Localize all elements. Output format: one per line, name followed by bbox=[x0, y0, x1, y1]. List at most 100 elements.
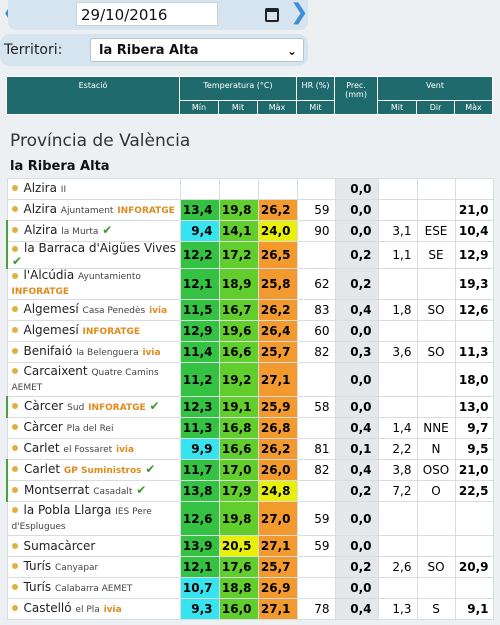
station-name[interactable]: Alzira bbox=[23, 180, 57, 195]
chevron-right-icon[interactable]: ❯ bbox=[290, 0, 309, 25]
station-cell[interactable]: l'Alcúdia Ayuntamiento INFORATGE bbox=[6, 268, 181, 300]
wind-dir-cell: S bbox=[416, 598, 456, 620]
temp-max-cell: 26,4 bbox=[257, 320, 298, 342]
station-name[interactable]: la Pobla Llarga bbox=[23, 502, 112, 517]
status-dot-icon bbox=[11, 306, 18, 312]
station-cell[interactable]: Sumacàrcer bbox=[6, 535, 181, 557]
table-row[interactable]: Alzira la Murta ✔ 9,4 14,1 24,0 90 0,0 3,1 ESE 1… bbox=[6, 220, 494, 242]
wind-mit-cell bbox=[377, 577, 418, 599]
station-brand: INFORATGE bbox=[88, 402, 146, 413]
table-row[interactable]: Castelló el Pla ivia 9,3 16,0 27,1 78 0,4 1,3 S… bbox=[6, 598, 494, 620]
station-name[interactable]: Alzira bbox=[24, 222, 58, 237]
table-row[interactable]: Turís Canyapar 12,1 17,6 25,7 0,2 2,6 SO 20,9 bbox=[6, 556, 494, 578]
station-cell[interactable]: Carcaixent Quatre Camins AEMET bbox=[6, 362, 181, 397]
station-cell[interactable]: Carlet GP Suministros ✔ bbox=[6, 459, 181, 481]
table-row[interactable]: Algemesí Casa Penedès ivia 11,5 16,7 26,2 83… bbox=[6, 299, 494, 321]
prec-cell: 0,3 bbox=[334, 341, 379, 363]
station-cell[interactable]: Montserrat Casadalt ✔ bbox=[6, 480, 181, 502]
territori-select[interactable]: la Ribera Alta ⌄ bbox=[90, 38, 304, 62]
wind-mit-cell: 1,3 bbox=[377, 598, 418, 620]
station-name[interactable]: Turís bbox=[23, 558, 52, 573]
station-cell[interactable]: la Pobla Llarga IES Pere d'Esplugues bbox=[6, 501, 181, 536]
header-vent: Vent bbox=[377, 76, 494, 101]
stations-table: Alzira II 0,0 Alzira Ajuntament INFORATGE 1… bbox=[6, 178, 494, 620]
wind-mit-cell bbox=[377, 535, 418, 557]
prec-cell: 0,0 bbox=[334, 178, 379, 200]
station-cell[interactable]: Algemesí INFORATGE bbox=[6, 320, 181, 342]
station-name[interactable]: Carcaixent bbox=[23, 363, 88, 378]
station-cell[interactable]: la Barraca d'Aigües Vives ✔ bbox=[6, 241, 181, 269]
station-cell[interactable]: Castelló el Pla ivia bbox=[6, 598, 181, 620]
table-row[interactable]: Algemesí INFORATGE 12,9 19,6 26,4 60 0,0 bbox=[6, 320, 494, 342]
station-name[interactable]: la Barraca d'Aigües Vives bbox=[24, 241, 177, 255]
station-cell[interactable]: Càrcer Pla del Rei bbox=[6, 417, 181, 439]
header-temp-max: Màx bbox=[256, 100, 298, 115]
hr-cell: 59 bbox=[296, 199, 336, 221]
station-name[interactable]: Castelló bbox=[23, 600, 72, 615]
table-row[interactable]: Montserrat Casadalt ✔ 13,8 17,9 24,8 0,2 7,2 O… bbox=[6, 480, 494, 502]
station-cell[interactable]: Turís Calabarra AEMET bbox=[6, 577, 181, 599]
station-subname: Calabarra AEMET bbox=[54, 583, 133, 594]
station-cell[interactable]: Algemesí Casa Penedès ivia bbox=[6, 299, 181, 321]
station-cell[interactable]: Alzira II bbox=[6, 178, 181, 200]
table-row[interactable]: l'Alcúdia Ayuntamiento INFORATGE 12,1 18,9… bbox=[6, 268, 494, 300]
table-row[interactable]: Carlet el Fossaret ivia 9,9 16,6 26,2 81 0,1 2… bbox=[6, 438, 494, 460]
temp-max-cell: 26,9 bbox=[257, 577, 298, 599]
prec-cell: 0,0 bbox=[334, 362, 379, 397]
station-cell[interactable]: Alzira Ajuntament INFORATGE bbox=[6, 199, 181, 221]
table-row[interactable]: Alzira Ajuntament INFORATGE 13,4 19,8 26,2 5… bbox=[6, 199, 494, 221]
station-cell[interactable]: Càrcer Sud INFORATGE ✔ bbox=[6, 396, 181, 418]
status-dot-icon bbox=[11, 424, 18, 430]
temp-max-cell: 27,0 bbox=[257, 501, 298, 536]
table-row[interactable]: la Barraca d'Aigües Vives ✔ 12,2 17,2 26,5 0… bbox=[6, 241, 494, 269]
hr-cell: 81 bbox=[296, 438, 336, 460]
station-name[interactable]: Càrcer bbox=[24, 398, 64, 413]
station-name[interactable]: Montserrat bbox=[24, 482, 90, 497]
table-row[interactable]: Càrcer Pla del Rei 11,3 16,8 26,8 0,4 1,4 NNE 9… bbox=[6, 417, 494, 439]
date-input[interactable]: 29/10/2016 bbox=[76, 2, 279, 26]
station-name[interactable]: Algemesí bbox=[23, 322, 79, 337]
station-name[interactable]: l'Alcúdia bbox=[23, 268, 75, 282]
station-name[interactable]: Carlet bbox=[23, 440, 60, 455]
wind-dir-cell bbox=[416, 362, 456, 397]
station-cell[interactable]: Alzira la Murta ✔ bbox=[6, 220, 181, 242]
temp-max-cell: 25,7 bbox=[257, 341, 298, 363]
station-name[interactable]: Benifaió bbox=[23, 343, 73, 358]
table-row[interactable]: Sumacàrcer 13,9 20,5 27,1 59 0,0 bbox=[6, 535, 494, 557]
status-dot-icon bbox=[12, 466, 18, 472]
wind-dir-cell: ESE bbox=[416, 220, 456, 242]
chevron-down-icon: ⌄ bbox=[286, 44, 297, 58]
wind-max-cell: 9,7 bbox=[454, 417, 494, 439]
stations-body: Alzira II 0,0 Alzira Ajuntament INFORATGE 1… bbox=[6, 178, 494, 620]
table-row[interactable]: la Pobla Llarga IES Pere d'Esplugues 12,6 1… bbox=[6, 501, 494, 536]
station-name[interactable]: Carlet bbox=[24, 461, 61, 476]
station-cell[interactable]: Carlet el Fossaret ivia bbox=[6, 438, 181, 460]
table-row[interactable]: Càrcer Sud INFORATGE ✔ 12,3 19,1 25,9 58 0,0 1… bbox=[6, 396, 494, 418]
station-name[interactable]: Càrcer bbox=[23, 419, 63, 434]
hr-cell bbox=[296, 178, 336, 200]
station-cell[interactable]: Turís Canyapar bbox=[6, 556, 181, 578]
temp-min-cell: 10,7 bbox=[179, 577, 220, 599]
check-icon: ✔ bbox=[136, 482, 147, 497]
station-subname: Ajuntament bbox=[60, 205, 114, 216]
table-row[interactable]: Carlet GP Suministros ✔ 11,7 17,0 26,0 82 0,4… bbox=[6, 459, 494, 481]
temp-mit-cell: 16,6 bbox=[218, 438, 259, 460]
table-row[interactable]: Benifaió la Belenguera ivia 11,4 16,6 25,7 8… bbox=[6, 341, 494, 363]
date-value: 29/10/2016 bbox=[81, 6, 168, 24]
calendar-icon[interactable] bbox=[265, 8, 279, 22]
station-name[interactable]: Turís bbox=[23, 579, 52, 594]
table-row[interactable]: Alzira II 0,0 bbox=[6, 178, 494, 200]
station-cell[interactable]: Benifaió la Belenguera ivia bbox=[6, 341, 181, 363]
station-name[interactable]: Alzira bbox=[23, 201, 57, 216]
table-row[interactable]: Carcaixent Quatre Camins AEMET 11,2 19,2 27,… bbox=[6, 362, 494, 397]
temp-mit-cell: 17,9 bbox=[218, 480, 259, 502]
station-name[interactable]: Sumacàrcer bbox=[23, 538, 96, 553]
wind-mit-cell bbox=[377, 320, 418, 342]
station-name[interactable]: Algemesí bbox=[23, 301, 79, 316]
wind-dir-cell: SO bbox=[416, 299, 456, 321]
temp-min-cell: 12,6 bbox=[179, 501, 220, 536]
table-row[interactable]: Turís Calabarra AEMET 10,7 18,8 26,9 0,0 bbox=[6, 577, 494, 599]
prec-cell: 0,0 bbox=[334, 396, 379, 418]
status-dot-icon bbox=[11, 272, 18, 279]
wind-mit-cell: 3,8 bbox=[377, 459, 418, 481]
